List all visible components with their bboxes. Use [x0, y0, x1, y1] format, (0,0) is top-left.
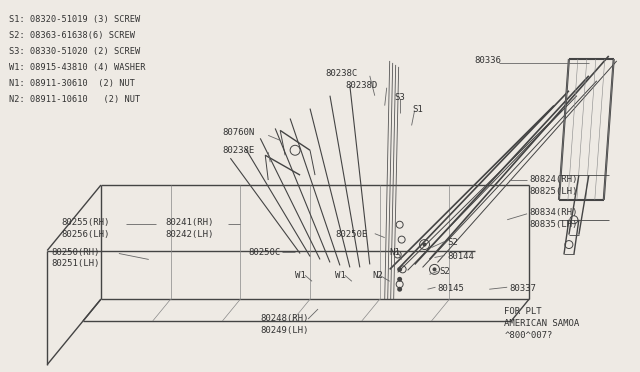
- Text: 80248(RH): 80248(RH): [260, 314, 308, 323]
- Text: N1: 08911-30610  (2) NUT: N1: 08911-30610 (2) NUT: [10, 79, 135, 88]
- Circle shape: [397, 277, 402, 282]
- Text: S1: S1: [413, 105, 423, 113]
- Text: S1: 08320-51019 (3) SCREW: S1: 08320-51019 (3) SCREW: [10, 15, 141, 24]
- Text: S2: S2: [440, 267, 450, 276]
- Text: S2: 08363-61638(6) SCREW: S2: 08363-61638(6) SCREW: [10, 31, 135, 40]
- Text: 80250C: 80250C: [248, 247, 280, 257]
- Text: 80256(LH): 80256(LH): [61, 230, 109, 239]
- Circle shape: [433, 267, 436, 271]
- Text: 80835(LH): 80835(LH): [529, 220, 577, 229]
- Text: 80250E: 80250E: [335, 230, 367, 239]
- Text: ^800^007?: ^800^007?: [504, 331, 552, 340]
- Text: N1: N1: [390, 247, 401, 257]
- Circle shape: [397, 267, 402, 272]
- Text: W1: W1: [335, 271, 346, 280]
- Text: 80825(LH): 80825(LH): [529, 187, 577, 196]
- Text: 80242(LH): 80242(LH): [166, 230, 214, 239]
- Circle shape: [422, 243, 426, 247]
- Text: 80249(LH): 80249(LH): [260, 326, 308, 335]
- Text: 80250(RH): 80250(RH): [51, 247, 100, 257]
- Text: W1: W1: [295, 271, 306, 280]
- Text: 80760N: 80760N: [223, 128, 255, 137]
- Text: AMERICAN SAMOA: AMERICAN SAMOA: [504, 319, 579, 328]
- Text: 80145: 80145: [438, 284, 465, 293]
- Text: N2: N2: [372, 271, 383, 280]
- Text: FOR PLT: FOR PLT: [504, 307, 542, 316]
- Text: S3: 08330-51020 (2) SCREW: S3: 08330-51020 (2) SCREW: [10, 47, 141, 56]
- Text: N2: 08911-10610   (2) NUT: N2: 08911-10610 (2) NUT: [10, 95, 141, 104]
- Circle shape: [397, 287, 402, 292]
- Text: 80241(RH): 80241(RH): [166, 218, 214, 227]
- Text: 80337: 80337: [509, 284, 536, 293]
- Text: S2: S2: [447, 238, 458, 247]
- Text: 80238C: 80238C: [325, 69, 357, 78]
- Text: 80238E: 80238E: [223, 146, 255, 155]
- Text: 80824(RH): 80824(RH): [529, 175, 577, 184]
- Text: 80336: 80336: [474, 56, 501, 65]
- Text: 80834(RH): 80834(RH): [529, 208, 577, 217]
- Text: 80238D: 80238D: [345, 81, 377, 90]
- Text: 80144: 80144: [447, 251, 474, 260]
- Text: S3: S3: [395, 93, 405, 102]
- Text: 80251(LH): 80251(LH): [51, 259, 100, 269]
- Text: W1: 08915-43810 (4) WASHER: W1: 08915-43810 (4) WASHER: [10, 63, 146, 72]
- Text: 80255(RH): 80255(RH): [61, 218, 109, 227]
